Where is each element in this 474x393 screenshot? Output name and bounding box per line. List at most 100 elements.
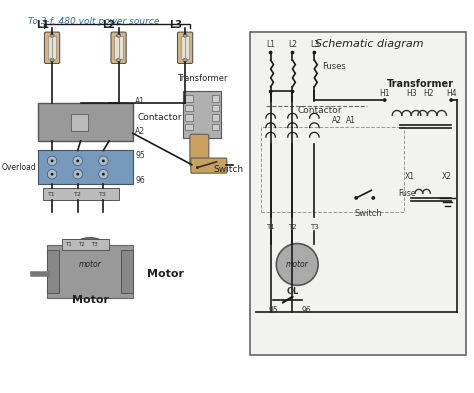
Text: L2: L2: [102, 20, 116, 30]
Circle shape: [76, 173, 79, 176]
Text: H1: H1: [379, 89, 390, 98]
Circle shape: [371, 196, 375, 200]
Bar: [47, 250, 59, 293]
Text: T3: T3: [310, 224, 319, 230]
Text: T1: T1: [48, 192, 56, 196]
Circle shape: [117, 58, 120, 62]
Text: Switch: Switch: [214, 165, 244, 174]
Circle shape: [269, 51, 273, 54]
Text: To 3-f, 480 volt power source: To 3-f, 480 volt power source: [28, 17, 160, 26]
Text: 95: 95: [269, 306, 278, 314]
Text: Fuses: Fuses: [322, 62, 346, 71]
Bar: [212, 114, 219, 121]
Circle shape: [102, 160, 105, 162]
FancyBboxPatch shape: [45, 32, 60, 63]
Text: H3: H3: [406, 89, 417, 98]
Circle shape: [354, 196, 358, 200]
Text: L2: L2: [288, 40, 297, 49]
Circle shape: [449, 98, 453, 102]
Circle shape: [73, 169, 82, 179]
Text: H4: H4: [446, 89, 456, 98]
Circle shape: [64, 238, 117, 291]
Circle shape: [47, 156, 57, 165]
Text: Switch: Switch: [355, 209, 383, 219]
Bar: [185, 105, 193, 112]
Text: A2: A2: [135, 127, 145, 136]
Circle shape: [269, 90, 273, 94]
Bar: [121, 250, 133, 293]
FancyBboxPatch shape: [111, 32, 126, 63]
Text: Overload: Overload: [1, 163, 36, 171]
Text: 96: 96: [136, 176, 146, 185]
Text: L3: L3: [169, 20, 182, 30]
Circle shape: [312, 51, 316, 54]
Bar: [261, 127, 404, 212]
Circle shape: [291, 51, 294, 54]
Text: 95: 95: [136, 151, 146, 160]
Text: X2: X2: [441, 172, 451, 181]
Text: T3: T3: [91, 242, 98, 247]
Text: Motor: Motor: [147, 269, 184, 279]
Text: L1: L1: [36, 20, 49, 30]
Text: motor: motor: [286, 260, 309, 269]
Text: OL: OL: [286, 286, 299, 296]
Text: Contactor: Contactor: [137, 113, 182, 122]
Text: Transformer: Transformer: [177, 74, 228, 83]
Bar: [185, 114, 193, 121]
FancyBboxPatch shape: [190, 134, 209, 167]
Text: motor: motor: [79, 260, 101, 269]
Text: H2: H2: [423, 89, 434, 98]
Text: X1: X1: [404, 172, 414, 181]
Text: T1: T1: [266, 224, 275, 230]
Text: A1: A1: [135, 97, 145, 106]
Text: T1: T1: [65, 242, 72, 247]
Bar: [43, 188, 118, 200]
Text: L1: L1: [266, 40, 275, 49]
Circle shape: [50, 58, 54, 62]
FancyBboxPatch shape: [177, 32, 193, 63]
Circle shape: [183, 33, 187, 37]
Circle shape: [196, 166, 199, 169]
Bar: [183, 90, 221, 138]
Text: T2: T2: [74, 192, 82, 196]
Bar: [212, 124, 219, 130]
Text: L3: L3: [310, 40, 319, 49]
Bar: [212, 105, 219, 112]
Circle shape: [276, 244, 318, 285]
Bar: [185, 124, 193, 130]
Bar: [185, 95, 193, 102]
Bar: [38, 151, 133, 184]
Text: T2: T2: [288, 224, 297, 230]
Circle shape: [102, 173, 105, 176]
Text: A1: A1: [346, 116, 356, 125]
Text: 96: 96: [302, 306, 311, 314]
Circle shape: [383, 98, 387, 102]
Bar: [181, 37, 190, 59]
Circle shape: [51, 173, 54, 176]
FancyBboxPatch shape: [191, 158, 227, 173]
Text: T3: T3: [100, 192, 107, 196]
Circle shape: [99, 156, 108, 165]
Bar: [48, 37, 56, 59]
Text: Transformer: Transformer: [387, 79, 454, 89]
Bar: [114, 37, 123, 59]
Bar: [250, 31, 466, 355]
Bar: [38, 103, 133, 141]
Bar: [62, 239, 109, 250]
Text: T2: T2: [78, 242, 85, 247]
Text: Fuse: Fuse: [398, 189, 415, 198]
Circle shape: [47, 169, 57, 179]
Bar: [212, 95, 219, 102]
Circle shape: [291, 90, 294, 94]
Text: Contactor: Contactor: [297, 106, 342, 115]
Circle shape: [51, 160, 54, 162]
Bar: [71, 114, 88, 131]
Circle shape: [50, 33, 54, 37]
Circle shape: [99, 169, 108, 179]
Text: Motor: Motor: [72, 295, 109, 305]
Text: Schematic diagram: Schematic diagram: [315, 39, 423, 49]
Circle shape: [76, 160, 79, 162]
Bar: [47, 246, 133, 298]
Text: A2: A2: [332, 116, 342, 125]
Circle shape: [183, 58, 187, 62]
